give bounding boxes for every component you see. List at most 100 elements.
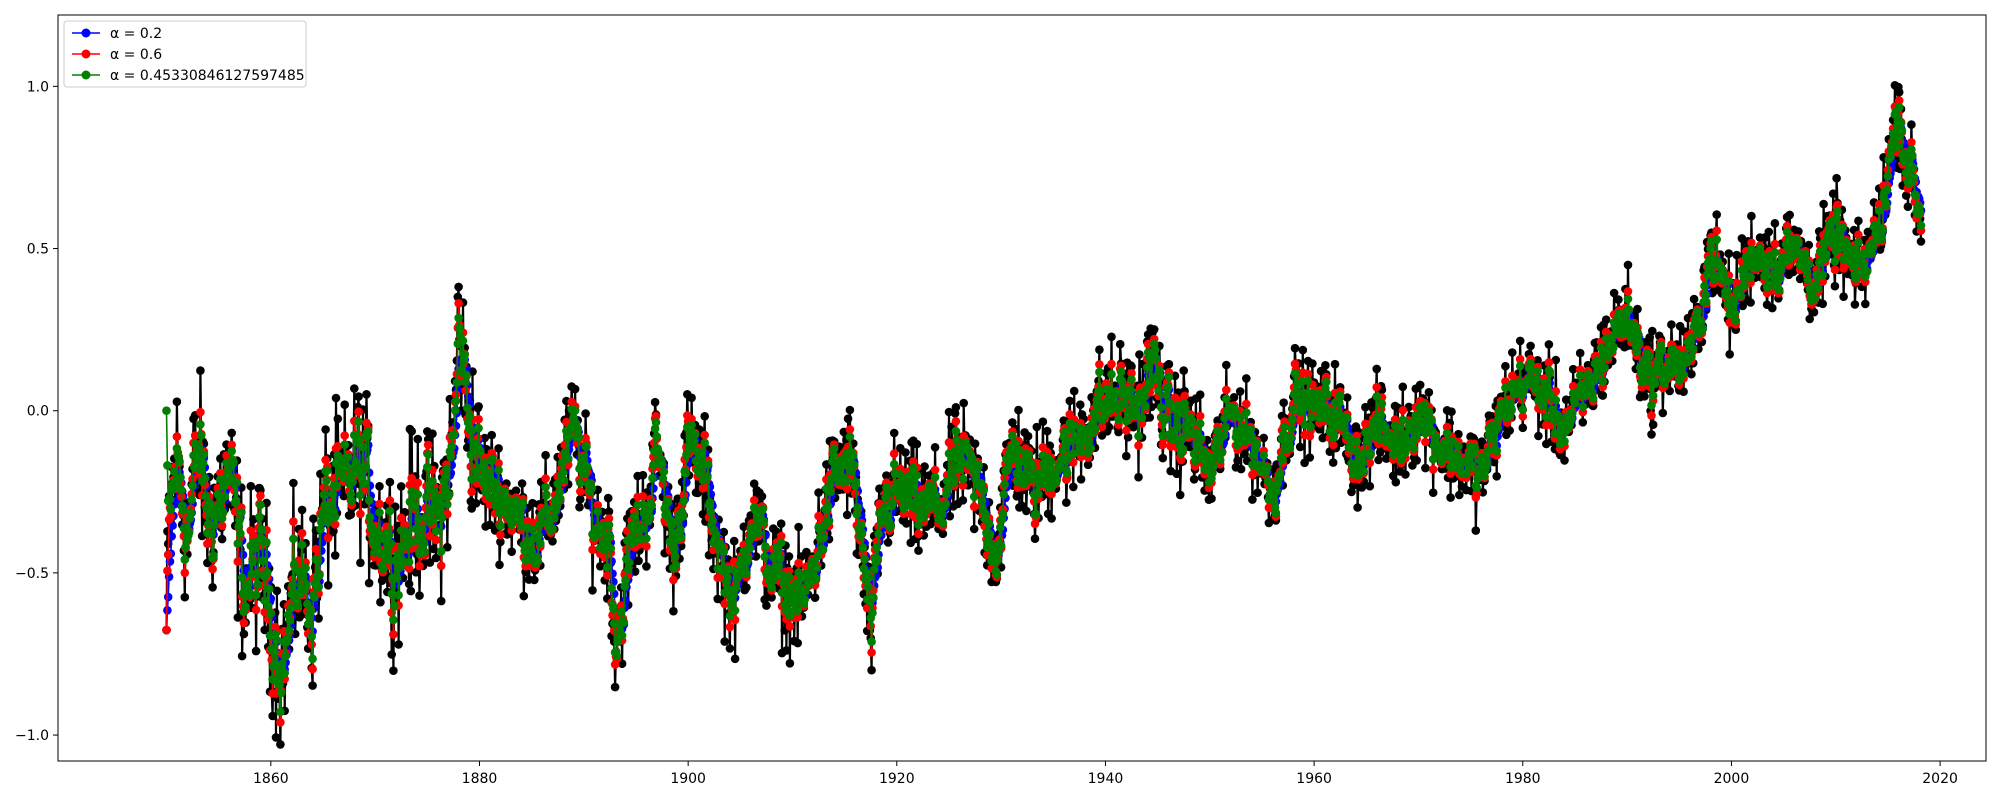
series-2-point: [354, 407, 363, 417]
raw-point: [1158, 453, 1168, 463]
raw-point: [634, 556, 643, 566]
raw-point: [1614, 295, 1623, 304]
raw-point: [1114, 427, 1123, 437]
raw-point: [1471, 526, 1481, 535]
raw-point: [1854, 216, 1863, 226]
raw-point: [321, 425, 330, 434]
raw-point: [364, 578, 374, 588]
raw-point: [1818, 299, 1827, 309]
raw-point: [217, 534, 227, 544]
raw-point: [914, 546, 923, 555]
series-2-point: [330, 520, 340, 529]
series-2-point: [208, 564, 217, 574]
series-1-point: [649, 484, 658, 493]
raw-point: [757, 492, 767, 501]
raw-point: [1633, 304, 1642, 314]
raw-point: [1172, 469, 1182, 479]
raw-point: [1145, 413, 1155, 422]
series-2-point: [249, 531, 258, 540]
series-1-point: [167, 532, 176, 541]
raw-point: [1454, 429, 1463, 439]
raw-point: [1135, 350, 1144, 359]
series-2-point: [496, 530, 505, 540]
raw-point: [1315, 425, 1324, 434]
raw-point: [1640, 392, 1649, 401]
raw-point: [1189, 475, 1199, 484]
raw-point: [172, 397, 182, 407]
raw-point: [548, 537, 557, 546]
raw-point: [1526, 341, 1535, 351]
raw-point: [356, 558, 365, 568]
raw-point: [246, 481, 256, 491]
raw-point: [930, 443, 940, 452]
raw-point: [1658, 408, 1668, 418]
raw-point: [1233, 456, 1242, 465]
series-2-point: [375, 499, 384, 509]
raw-point: [389, 666, 398, 675]
raw-point: [843, 414, 853, 424]
raw-point: [958, 496, 968, 505]
series-2-point: [785, 622, 795, 631]
raw-point: [1229, 393, 1239, 402]
raw-point: [782, 646, 791, 655]
raw-point: [362, 390, 371, 399]
raw-point: [1805, 314, 1814, 324]
raw-point: [323, 581, 333, 590]
series-2-point: [389, 630, 398, 639]
data-layer: [162, 81, 1926, 749]
raw-point: [443, 542, 452, 552]
raw-point: [642, 562, 651, 571]
raw-point: [776, 519, 786, 528]
series-2-point: [321, 455, 330, 465]
raw-point: [1134, 472, 1143, 482]
raw-point: [1398, 382, 1408, 392]
raw-point: [1353, 503, 1362, 512]
series-2-point: [474, 414, 483, 424]
series-2-point: [413, 478, 423, 488]
raw-point: [425, 558, 435, 567]
raw-point: [1104, 422, 1114, 432]
raw-point: [1794, 227, 1803, 236]
raw-point: [1424, 388, 1434, 397]
series-2-point: [638, 492, 648, 501]
raw-point: [1321, 361, 1330, 370]
raw-point: [1298, 345, 1308, 355]
raw-point: [1679, 387, 1688, 397]
series-2-point: [404, 564, 414, 573]
raw-point: [867, 665, 876, 675]
raw-point: [581, 409, 590, 418]
series-2-point: [541, 474, 550, 483]
raw-point: [375, 482, 384, 491]
raw-point: [517, 479, 527, 488]
raw-point: [260, 625, 270, 635]
raw-point: [1724, 249, 1734, 258]
raw-point: [650, 397, 660, 407]
series-2-point: [436, 561, 446, 571]
series-2-point: [196, 407, 205, 417]
raw-point: [1907, 120, 1916, 129]
raw-point: [1047, 514, 1056, 523]
raw-point: [1764, 227, 1774, 237]
raw-point: [1850, 300, 1860, 309]
raw-point: [938, 529, 948, 539]
raw-point: [1123, 432, 1133, 442]
series-2-point: [889, 449, 899, 459]
raw-point: [1290, 343, 1300, 353]
raw-point: [603, 493, 613, 503]
raw-point: [1551, 355, 1561, 365]
series-2-point: [700, 430, 709, 440]
raw-point: [920, 462, 929, 471]
raw-point: [1328, 458, 1338, 467]
raw-point: [331, 393, 341, 403]
raw-point: [350, 384, 359, 393]
series-2-point: [461, 386, 470, 395]
raw-point: [882, 471, 891, 480]
raw-point: [406, 586, 416, 596]
series-2-point: [914, 529, 923, 539]
raw-point: [845, 405, 855, 415]
raw-point: [180, 592, 190, 602]
series-2-point: [415, 561, 424, 571]
raw-point: [453, 292, 463, 302]
raw-point: [329, 526, 338, 536]
series-2-point: [163, 550, 173, 559]
